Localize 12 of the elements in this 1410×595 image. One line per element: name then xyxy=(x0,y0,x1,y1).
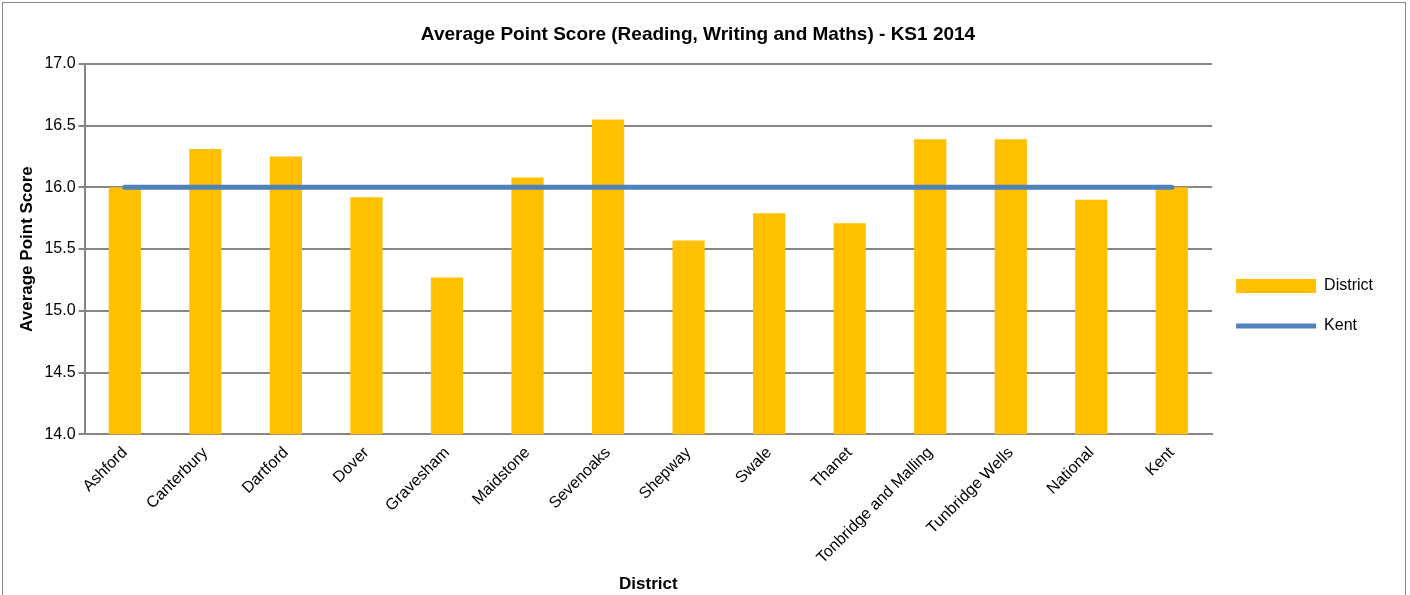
y-axis-title: Average Point Score xyxy=(16,166,36,332)
y-tick-label: 14.5 xyxy=(44,362,76,380)
y-tick-label: 15.0 xyxy=(44,301,76,319)
y-tick-label: 17.0 xyxy=(44,54,76,72)
y-tick-label: 16.0 xyxy=(44,177,76,195)
x-axis-title: District xyxy=(619,574,678,594)
legend-label: Kent xyxy=(1324,316,1358,334)
y-tick-label: 14.0 xyxy=(44,424,76,442)
chart-title: Average Point Score (Reading, Writing and Maths) - KS1 2014 xyxy=(420,22,976,44)
y-tick-label: 16.5 xyxy=(44,115,76,133)
y-tick-label: 15.5 xyxy=(44,239,76,257)
legend-label: District xyxy=(1324,276,1374,294)
